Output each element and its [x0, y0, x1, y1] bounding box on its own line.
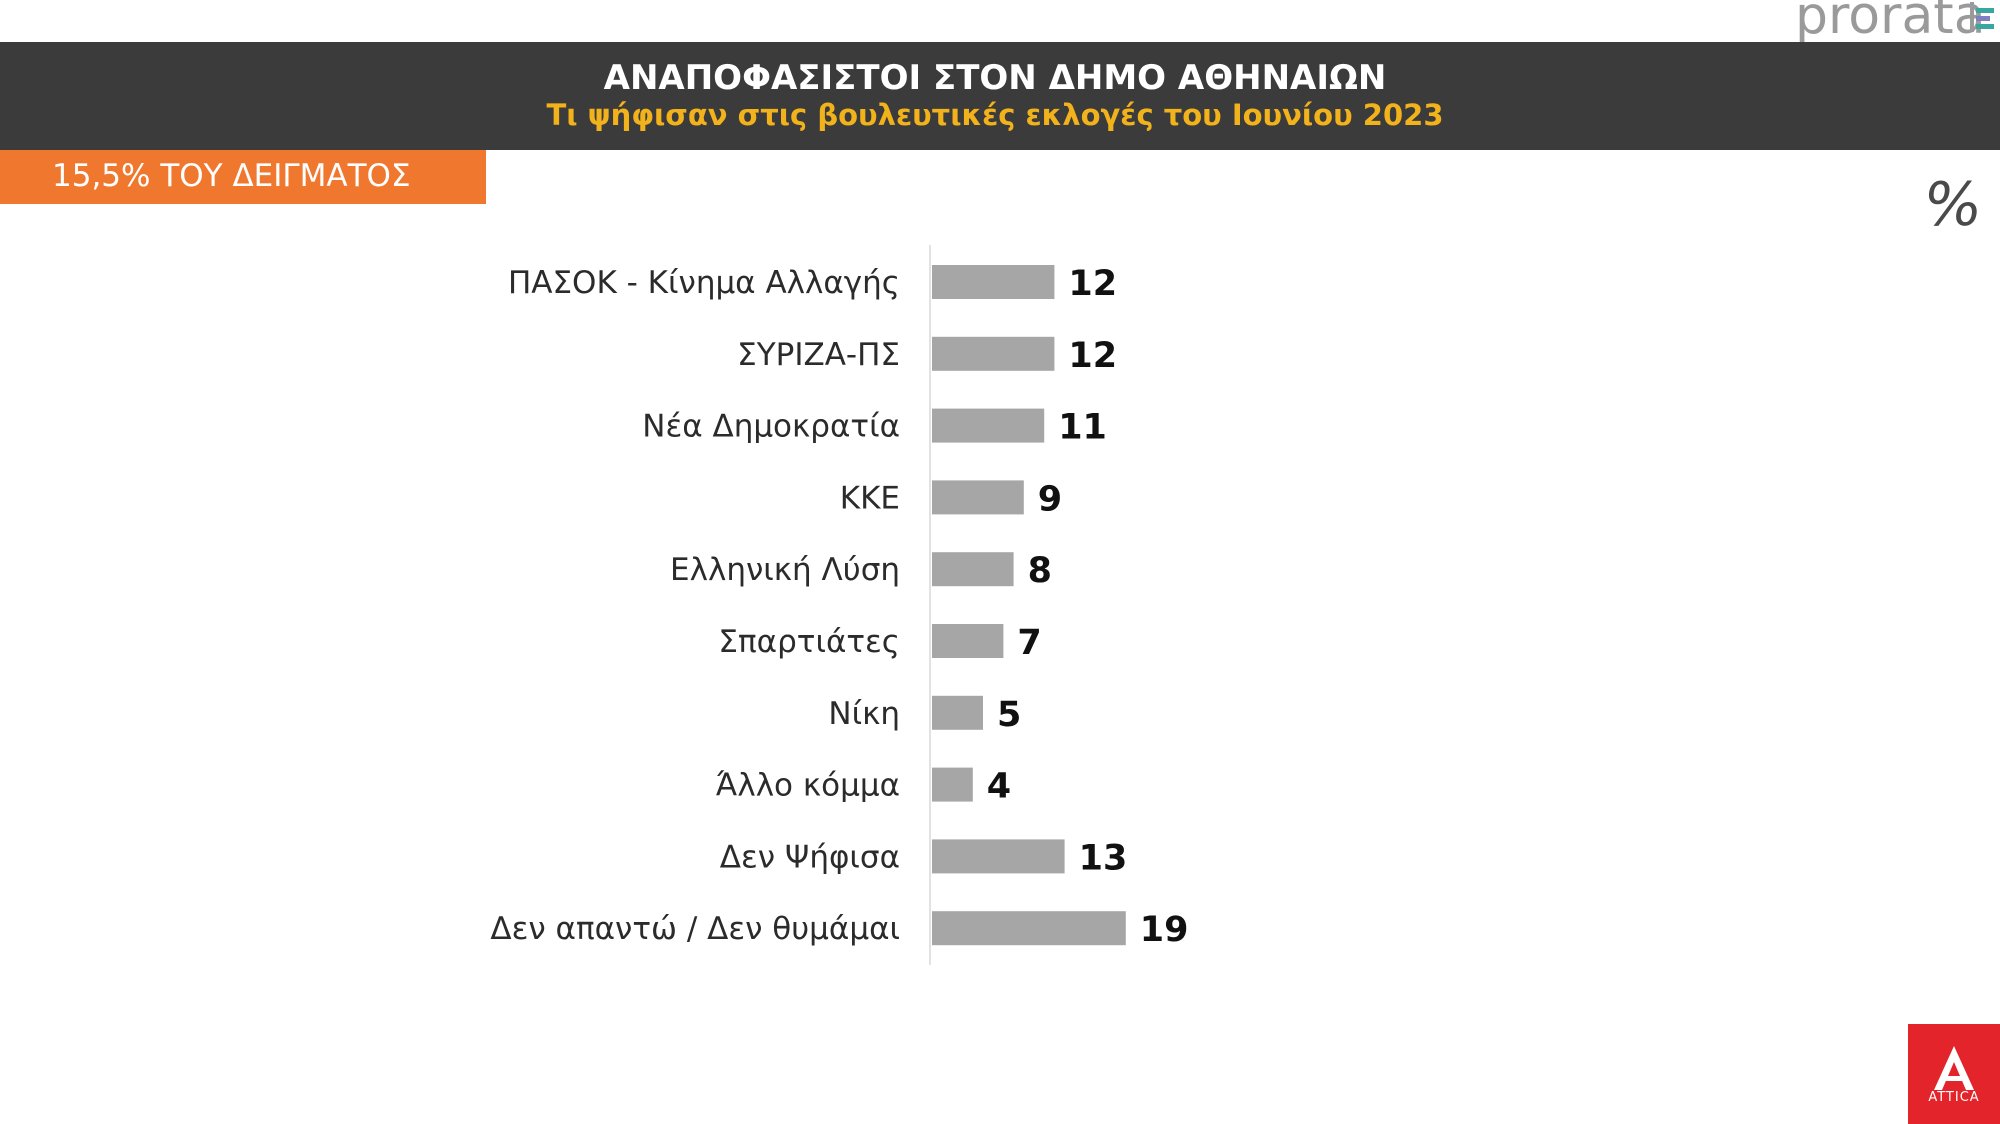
- bar-value-label: 7: [1017, 623, 1041, 663]
- category-label: Δεν Ψήφισα: [720, 839, 900, 875]
- bar: [932, 839, 1065, 874]
- prorata-logo-icon: [1970, 2, 1994, 32]
- category-label: ΚΚΕ: [840, 480, 900, 516]
- sample-tag-label: 15,5% ΤΟΥ ΔΕΙΓΜΑΤΟΣ: [52, 158, 411, 194]
- bar: [932, 336, 1055, 371]
- attica-logo-text: ATTICA: [1928, 1090, 1980, 1105]
- chart-subtitle: Τι ψήφισαν στις βουλευτικές εκλογές του …: [546, 98, 1444, 132]
- chart-title: ΑΝΑΠΟΦΑΣΙΣΤΟΙ ΣΤΟΝ ΔΗΜΟ ΑΘΗΝΑΙΩΝ: [603, 58, 1387, 98]
- attica-a-icon: [1934, 1046, 1974, 1090]
- category-label: Ελληνική Λύση: [670, 552, 900, 588]
- category-label: Νίκη: [828, 696, 900, 732]
- bar-value-label: 8: [1028, 551, 1052, 591]
- prorata-logo: prorata: [1795, 0, 1986, 46]
- bar: [932, 480, 1024, 515]
- bar-value-label: 11: [1058, 408, 1107, 448]
- bar-value-label: 9: [1038, 479, 1062, 519]
- bar-value-label: 19: [1140, 910, 1189, 950]
- bar: [932, 695, 983, 730]
- bar: [932, 767, 973, 802]
- bar: [932, 911, 1126, 946]
- attica-logo: [1908, 1024, 2000, 1124]
- bar: [932, 624, 1004, 658]
- bar-value-label: 5: [997, 695, 1021, 735]
- category-label: Σπαρτιάτες: [718, 624, 900, 660]
- bar-value-label: 4: [987, 767, 1011, 807]
- bar: [932, 265, 1055, 299]
- bar-value-label: 12: [1068, 264, 1117, 304]
- bar: [932, 408, 1045, 443]
- category-label: Νέα Δημοκρατία: [642, 409, 900, 445]
- category-label: Άλλο κόμμα: [716, 768, 900, 804]
- bar: [932, 552, 1014, 587]
- bar-value-label: 12: [1068, 336, 1117, 376]
- category-label: Δεν απαντώ / Δεν θυμάμαι: [490, 911, 900, 947]
- bar-value-label: 13: [1079, 838, 1128, 878]
- sample-tag: [0, 150, 486, 204]
- category-label: ΠΑΣΟΚ - Κίνημα Αλλαγής: [508, 265, 900, 301]
- category-label: ΣΥΡΙΖΑ-ΠΣ: [737, 337, 900, 373]
- header-band: [0, 42, 2000, 150]
